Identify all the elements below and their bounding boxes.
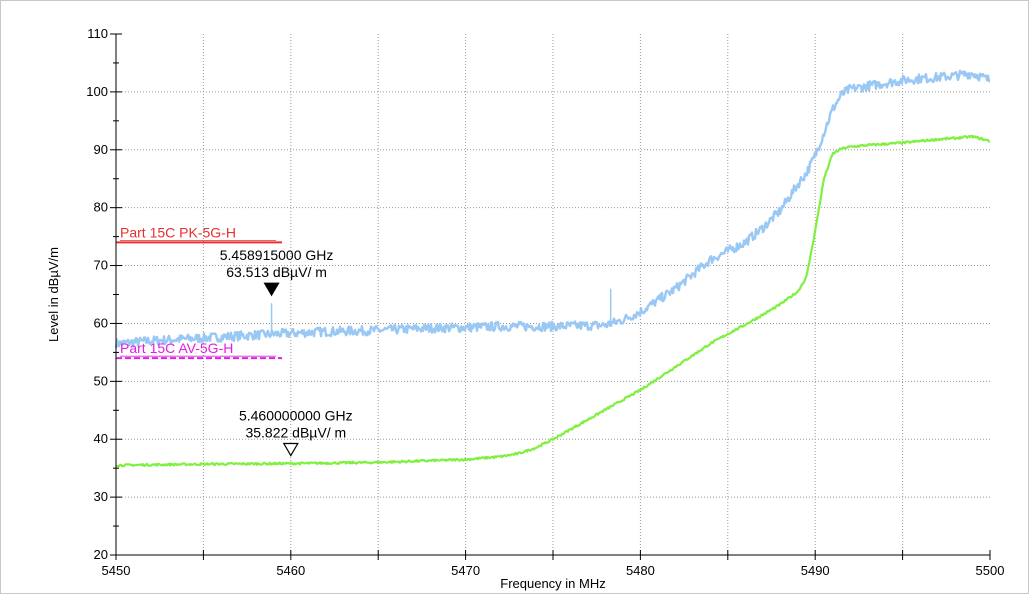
x-tick-label: 5470 <box>451 563 480 578</box>
series-line-2 <box>115 134 991 468</box>
x-axis-title: Frequency in MHz <box>500 576 605 591</box>
marker-triangle-2 <box>282 442 299 457</box>
x-tick-label: 5500 <box>976 563 1005 578</box>
axes: 20 30 40 50 60 70 80 90 100 110 5450 5460 5470 5480 54… <box>86 26 1004 578</box>
y-tick-label: 100 <box>86 84 108 99</box>
y-tick-label: 60 <box>94 315 108 330</box>
x-tick-label: 5460 <box>276 563 305 578</box>
series-layer <box>114 69 991 468</box>
y-tick-label: 30 <box>94 489 108 504</box>
y-axis-title: Level in dBµV/m <box>46 247 61 342</box>
marker-triangle-1 <box>263 282 280 297</box>
y-tick-label: 90 <box>94 142 108 157</box>
y-tick-label: 40 <box>94 431 108 446</box>
limit-lines: Part 15C PK-5G-H Part 15C AV-5G-H <box>116 224 283 360</box>
limit-line-label-1: Part 15C PK-5G-H <box>120 224 236 240</box>
limit-line-label-2: Part 15C AV-5G-H <box>120 340 233 356</box>
marker-level-1: 63.513 dBµV/ m <box>226 264 327 280</box>
marker-frequency-2: 5.460000000 GHz <box>239 408 353 424</box>
y-tick-label: 80 <box>94 200 108 215</box>
x-tick-label: 5480 <box>626 563 655 578</box>
y-tick-label: 70 <box>94 258 108 273</box>
grid <box>116 34 990 555</box>
y-tick-label: 20 <box>94 547 108 562</box>
series-line-1 <box>114 69 991 349</box>
marker-frequency-1: 5.458915000 GHz <box>220 247 334 263</box>
y-tick-label: 50 <box>94 373 108 388</box>
x-tick-label: 5490 <box>801 563 830 578</box>
x-tick-label: 5450 <box>102 563 131 578</box>
marker-level-2: 35.822 dBµV/ m <box>245 425 346 441</box>
y-tick-label: 110 <box>87 26 108 41</box>
